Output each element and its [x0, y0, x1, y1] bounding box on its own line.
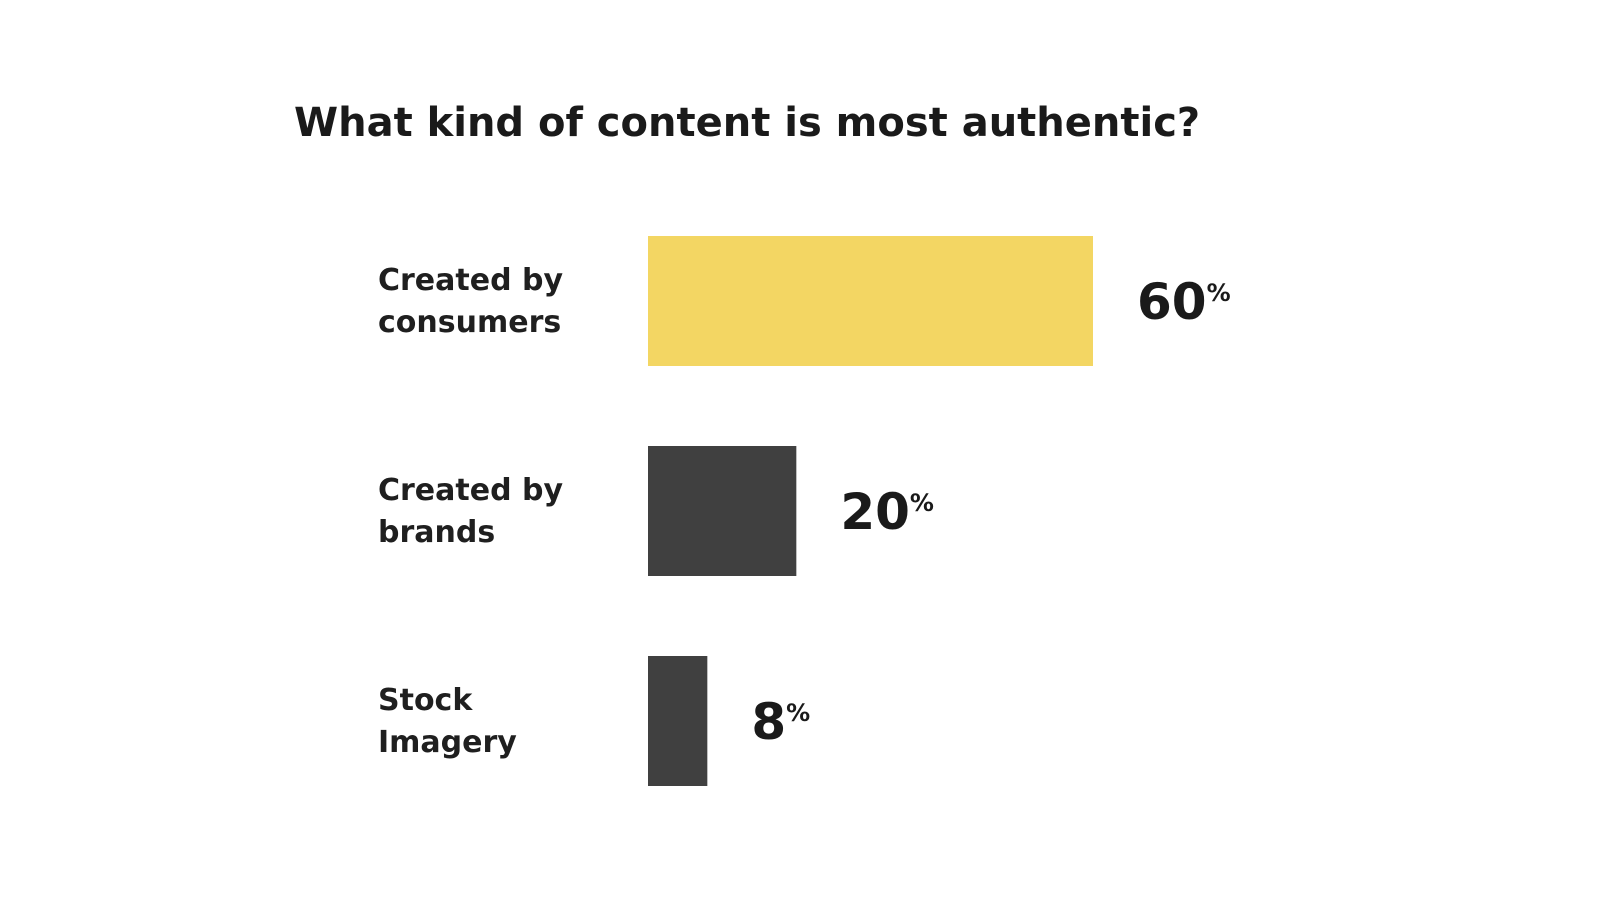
category-label-line: consumers: [378, 305, 561, 340]
value-number: 8: [751, 693, 786, 751]
category-label-line: Stock: [378, 683, 473, 718]
chart-title: What kind of content is most authentic?: [294, 100, 1200, 146]
category-label-0: Created by consumers: [378, 263, 563, 340]
category-label-line: Created by: [378, 473, 563, 508]
category-label-line: brands: [378, 515, 495, 550]
value-number: 60: [1137, 273, 1207, 331]
category-label-line: Imagery: [378, 725, 517, 760]
value-unit: %: [1207, 279, 1231, 307]
value-unit: %: [786, 699, 810, 727]
value-number: 20: [840, 483, 910, 541]
bars-group: Created by consumers 60% Created by brands 20…: [378, 236, 1231, 786]
value-unit: %: [910, 489, 934, 517]
category-label-1: Created by brands: [378, 473, 563, 550]
value-label-2: 8%: [751, 693, 810, 751]
category-label-2: Stock Imagery: [378, 683, 517, 760]
bar-0: [648, 236, 1093, 366]
value-label-0: 60%: [1137, 273, 1231, 331]
bar-1: [648, 446, 797, 576]
category-label-line: Created by: [378, 263, 563, 298]
value-label-1: 20%: [840, 483, 934, 541]
bar-2: [648, 656, 708, 786]
